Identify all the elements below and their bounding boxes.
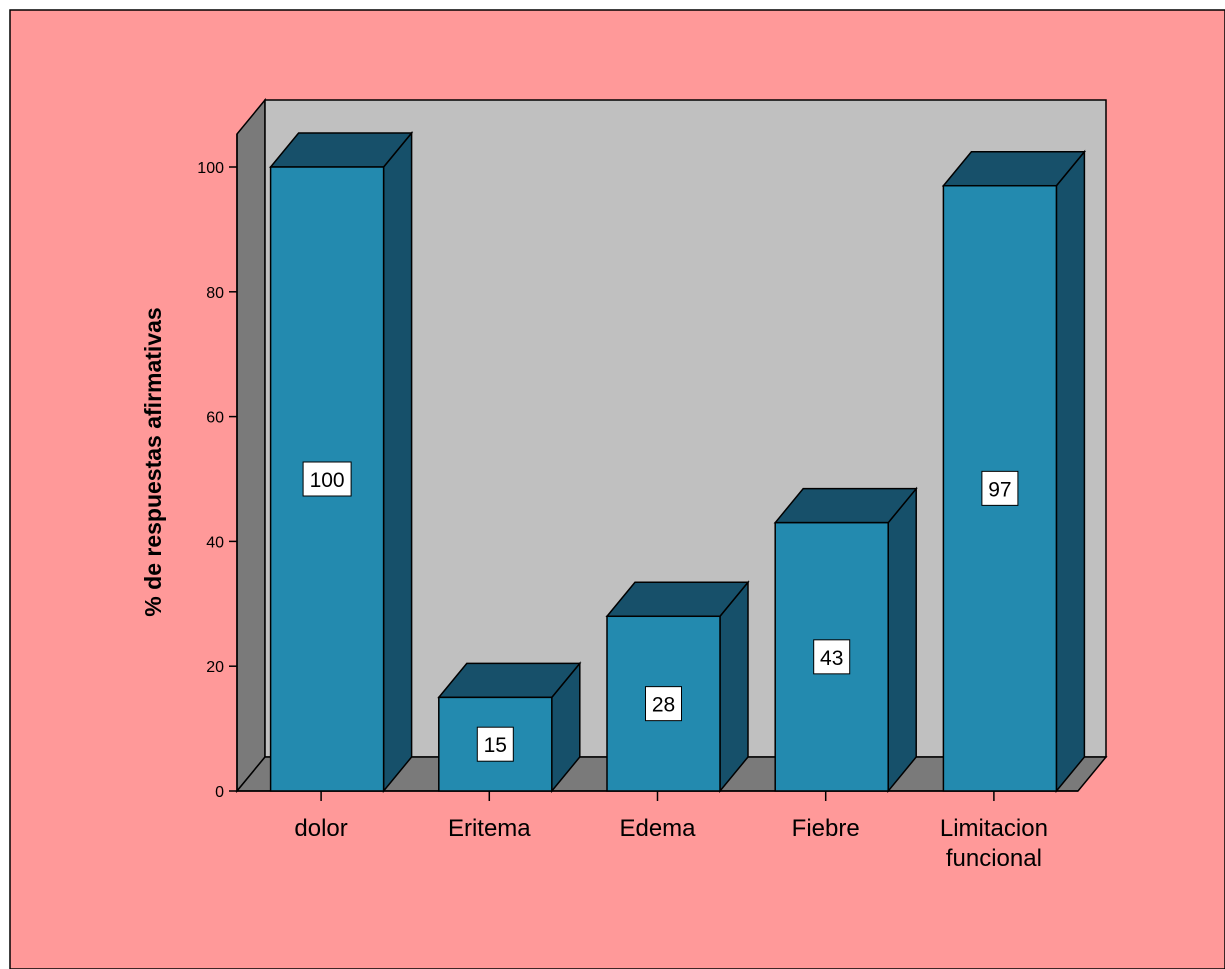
category-label: Edema bbox=[619, 815, 696, 842]
y-tick-label: 20 bbox=[206, 659, 224, 676]
y-tick-label: 60 bbox=[206, 410, 224, 427]
data-label: 15 bbox=[484, 734, 507, 757]
bar: 97 bbox=[941, 149, 1086, 794]
category-label: Fiebre bbox=[792, 815, 860, 842]
bar: 43 bbox=[773, 486, 918, 794]
category-label: Limitacion funcional bbox=[940, 815, 1048, 872]
bar: 28 bbox=[605, 580, 750, 794]
bar-side bbox=[887, 486, 917, 794]
y-axis-title: % de respuestas afirmativas bbox=[140, 307, 166, 616]
bar: 15 bbox=[437, 661, 582, 794]
y-tick-label: 0 bbox=[215, 784, 224, 801]
data-label-box bbox=[302, 461, 352, 497]
data-label-box bbox=[813, 639, 851, 675]
category-labels: dolor Eritema Edema Fiebre Limitacion funcion… bbox=[294, 791, 1048, 872]
bar-side bbox=[1055, 149, 1086, 794]
side-wall bbox=[236, 97, 266, 794]
data-label: 43 bbox=[820, 647, 843, 670]
category-label: dolor bbox=[294, 815, 347, 842]
bar-side bbox=[382, 130, 413, 794]
bar: 100 bbox=[269, 130, 414, 794]
category-label: Eritema bbox=[448, 815, 531, 842]
y-axis-ticks: 0 20 40 60 80 100 bbox=[197, 160, 237, 801]
data-label-box bbox=[476, 726, 514, 762]
data-label: 97 bbox=[988, 478, 1011, 501]
bars: 100 15 28 43 97 bbox=[269, 130, 1086, 794]
y-tick-label: 40 bbox=[206, 534, 224, 551]
y-tick-label: 100 bbox=[197, 160, 224, 177]
y-tick-label: 80 bbox=[206, 285, 224, 302]
bar-side bbox=[719, 580, 749, 794]
data-label: 100 bbox=[310, 469, 345, 492]
data-label-box bbox=[645, 686, 682, 722]
data-label-box bbox=[981, 470, 1019, 506]
data-label: 28 bbox=[652, 694, 675, 717]
